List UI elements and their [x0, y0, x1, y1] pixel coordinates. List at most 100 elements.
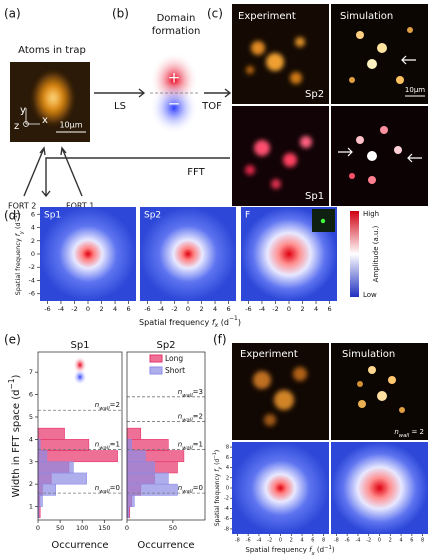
rich-label: nwall=2: [178, 412, 203, 423]
panel-d: (d) Sp1 Sp2 F High Low Amplitude (a.u.): [4, 207, 380, 301]
image: [331, 343, 428, 440]
legend-label: Short: [165, 366, 185, 375]
sign: −: [168, 95, 181, 113]
rich-label: nwall = 2: [394, 428, 424, 439]
exp-blobs: [253, 367, 307, 426]
x-tick-label: 0: [378, 538, 381, 544]
axis-name: y: [20, 105, 26, 116]
label-part: f: [212, 318, 216, 327]
label-part: (d: [14, 222, 22, 231]
x-axis-label: Occurrence: [51, 540, 108, 551]
x-tick-label: -6: [345, 538, 350, 544]
label-part: −1: [324, 545, 332, 551]
image: [331, 4, 428, 104]
arrow-label: FFT: [187, 167, 205, 178]
panel-label: (a): [4, 7, 21, 21]
label-part: =2: [193, 412, 203, 420]
x-tick-label: 2: [389, 538, 392, 544]
label-part: n: [394, 428, 398, 436]
beam-label: FORT 2: [8, 202, 36, 211]
rich-label: nwall=2: [95, 401, 120, 412]
x-tick-label: -6: [245, 305, 251, 313]
x-tick-label: 6: [311, 538, 314, 544]
x-tick-label: -2: [171, 305, 177, 313]
x-tick-label: 8: [322, 538, 325, 544]
label-part: =0: [110, 484, 120, 492]
x-tick-label: 150: [98, 524, 110, 532]
hist-bar: [126, 450, 146, 463]
label-part: n: [95, 484, 99, 492]
column-title: Experiment: [238, 11, 296, 22]
x-tick-label: 0: [279, 538, 282, 544]
label-part: f: [14, 232, 22, 236]
label-part: Width in FFT space: [11, 400, 22, 498]
label-part: x: [214, 322, 219, 329]
x-tick-label: 6: [327, 305, 331, 313]
row-label: Sp2: [305, 89, 324, 100]
x-tick-label: 4: [213, 305, 217, 313]
label-part: wall: [99, 489, 110, 495]
panel-a: (a) Atoms in trap y x z 10μm FORT 2 FORT…: [4, 7, 94, 211]
label-part: f: [214, 469, 221, 472]
hist-bar: [126, 439, 169, 451]
x-tick-label: 2: [199, 305, 203, 313]
arrow: [338, 147, 353, 157]
x-tick-label: 0: [125, 524, 129, 532]
x-tick-label: -2: [71, 305, 77, 313]
x-tick-label: -8: [235, 538, 240, 544]
y-tick-label: 8: [226, 445, 229, 451]
label-part: x: [311, 551, 316, 557]
sim-blobs: [349, 27, 413, 184]
y-tick-label: -4: [224, 506, 229, 512]
label-part: n: [95, 401, 99, 409]
scale-label: 10μm: [405, 86, 425, 94]
hist-bar: [126, 461, 155, 474]
panel-label: (c): [207, 7, 223, 21]
rich-label: nwall=3: [178, 388, 203, 399]
hist-bar: [37, 427, 65, 440]
panel-label: (e): [4, 333, 21, 347]
legend-swatch: [149, 354, 163, 363]
hist-bar: [37, 495, 43, 507]
hist-bar: [126, 483, 178, 496]
arrow-label: LS: [114, 101, 126, 112]
beam-label: FORT 1: [66, 202, 94, 211]
colorbar-high: High: [363, 210, 379, 218]
hist-bar: [37, 439, 90, 451]
label-part: wall: [182, 392, 193, 398]
inset-dot: [320, 218, 326, 224]
x-tick-label: -6: [44, 305, 50, 313]
domain-negative: [150, 82, 198, 134]
beam-arrow: [23, 146, 46, 197]
label-part: wall: [99, 445, 110, 451]
y-tick-label: -6: [224, 516, 229, 522]
label-part: n: [178, 388, 182, 396]
y-tick-label: 7: [29, 368, 33, 376]
x-tick-label: 6: [126, 305, 130, 313]
hist-bar: [126, 439, 132, 451]
colorbar: [350, 211, 359, 297]
x-tick-label: 2: [300, 305, 304, 313]
arrow: [407, 153, 422, 163]
label-part: ): [11, 374, 22, 378]
x-tick-label: -2: [366, 538, 371, 544]
label-part: y: [218, 467, 223, 471]
y-tick-label: -8: [224, 526, 229, 532]
x-tick-label: 100: [76, 524, 88, 532]
panel-label: (d): [4, 209, 21, 223]
panel-title: formation: [152, 26, 201, 37]
y-tick-label: -2: [224, 496, 229, 502]
heatmap: [331, 442, 428, 534]
label-part: ): [332, 546, 335, 554]
y-tick-label: -2: [29, 263, 35, 271]
label-part: Spatial frequency: [14, 236, 22, 295]
y-tick-label: 2: [31, 237, 35, 245]
arrow: [94, 88, 146, 98]
panel-c: (c) Experiment Simulation Sp2 Sp1 10μm F…: [41, 4, 428, 206]
heatmap: [140, 207, 236, 301]
chart-title: Sp2: [156, 340, 175, 351]
label-part: =2: [110, 401, 120, 409]
x-tick-label: 0: [287, 305, 291, 313]
y-tick-label: 2: [29, 480, 33, 488]
x-tick-label: 8: [421, 538, 424, 544]
